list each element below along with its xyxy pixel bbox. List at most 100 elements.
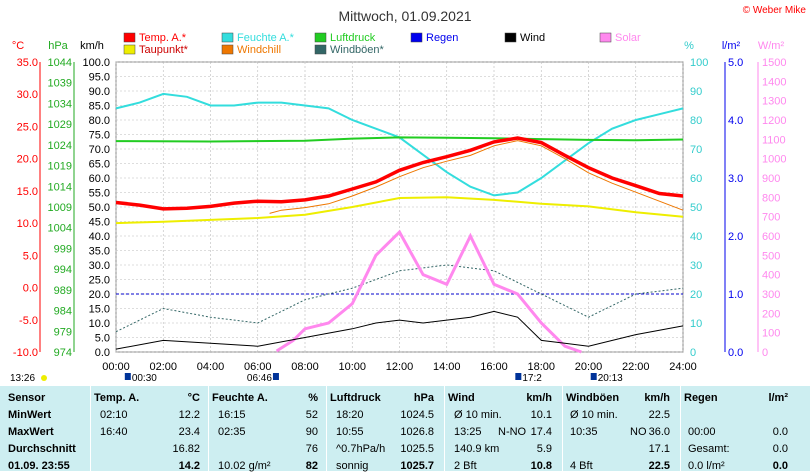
hum-time: 16:15 [218,409,246,421]
gust-value: 17.1 [648,443,670,455]
tick-label: 800 [762,192,780,204]
rain-time: Gesamt: [688,443,730,455]
tick-label: 35.0 [89,246,110,258]
press-time: ^0.7hPa/h [336,443,386,455]
row-label: Durchschnitt [8,443,76,455]
tick-label: 10.0 [89,318,110,330]
gust-time: 10:35 [570,426,598,438]
gust-time: 4 Bft [570,460,593,472]
x-tick-label: 18:00 [527,361,555,373]
header-sensor: Sensor [8,392,46,404]
series-solar [275,229,582,354]
legend-swatch [123,32,136,43]
tick-label: 1024 [48,140,72,152]
rain-value: 0.0 [772,443,788,455]
header-rain-unit: l/m² [768,392,788,404]
hum-value: 76 [305,443,318,455]
tick-label: 974 [54,347,72,359]
legend-swatch [504,32,517,43]
tick-label: 20.0 [17,154,38,166]
tick-label: 1.0 [728,289,743,301]
tick-label: 15.0 [89,304,110,316]
tick-label: 100 [762,328,780,340]
tick-label: 60.0 [89,173,110,185]
row-label: 01.09. 23:55 [8,460,70,472]
tick-label: 60 [690,173,702,185]
gust-value: 22.5 [648,460,670,472]
column-divider [326,386,327,471]
tick-label: 55.0 [89,188,110,200]
x-tick-label: 10:00 [338,361,366,373]
tick-label: 10.0 [17,218,38,230]
tick-label: 994 [54,264,72,276]
tick-label: 10 [690,318,702,330]
tick-label: 979 [54,326,72,338]
tick-label: 5.0 [23,250,38,262]
tick-label: 5.0 [728,57,743,69]
temp-time: 02:10 [100,409,128,421]
press-value: 1025.7 [400,460,434,472]
temp-value: 16.82 [172,443,200,455]
hum-value: 90 [305,426,318,438]
tick-label: 1034 [48,98,72,110]
wind-value: 10.1 [530,409,552,421]
rain-value: 0.0 [772,460,788,472]
legend-swatch [314,32,327,43]
tick-label: 1039 [48,78,72,90]
legend-label: Temp. A.* [139,32,187,44]
axis-unit: W/m² [758,40,785,52]
legend: Temp. A.* Feuchte A.* Luftdruck Regen Wind So… [123,32,641,56]
row-label: MinWert [8,409,52,421]
x-tick-label: 08:00 [291,361,319,373]
legend-label: Wind [520,32,545,44]
rain-value: 0.0 [772,426,788,438]
wind-time: Ø 10 min. [454,409,502,421]
axis-unit: l/m² [722,40,741,52]
tick-label: 40 [690,231,702,243]
tick-label: 80 [690,115,702,127]
tick-label: 989 [54,285,72,297]
header-hum: Feuchte A. [212,392,268,404]
legend-label: Feuchte A.* [237,32,295,44]
sun-marker-time: 20:13 [598,373,623,384]
sun-marker-icon [272,373,279,380]
tick-label: 0.0 [95,347,110,359]
chart-title: Mittwoch, 01.09.2021 [338,8,471,24]
weather-chart: Mittwoch, 01.09.2021 © Weber Mike Temp. … [10,5,806,384]
tick-label: 200 [762,308,780,320]
wind-direction: N-NO [498,426,527,438]
tick-label: 400 [762,270,780,282]
tick-label: 100 [690,57,708,69]
axis-unit: % [684,40,694,52]
tick-label: 984 [54,306,72,318]
legend-swatch [221,32,234,43]
sun-marker-icon [124,373,131,380]
statistics-table: Sensor Temp. A. °C Feuchte A.% Luftdruck hPa W… [0,386,810,472]
tick-label: 3.0 [728,173,743,185]
header-gust: Windböen [566,392,620,404]
tick-label: 1044 [48,57,72,69]
tick-label: 1100 [762,134,786,146]
legend-swatch [410,32,423,43]
tick-label: 75.0 [89,130,110,142]
tick-label: 90.0 [89,86,110,98]
legend-label: Luftdruck [330,32,376,44]
tick-label: 4.0 [728,115,743,127]
tick-label: 1019 [48,161,72,173]
series-windchill [269,140,684,214]
header-gust-unit: km/h [644,392,670,404]
temp-value: 23.4 [178,426,200,438]
legend-swatch [221,44,234,55]
header-hum-unit: % [308,392,318,404]
tick-label: 1000 [762,154,786,166]
legend-label: Windböen* [330,44,385,56]
legend-swatch [123,44,136,55]
temp-value: 14.2 [178,460,200,472]
column-divider [680,386,681,471]
tick-label: 1200 [762,115,786,127]
tick-label: 999 [54,243,72,255]
wind-time: 2 Bft [454,460,477,472]
column-divider [562,386,563,471]
tick-label: 40.0 [89,231,110,243]
moon-time: 13:26 [10,373,35,384]
